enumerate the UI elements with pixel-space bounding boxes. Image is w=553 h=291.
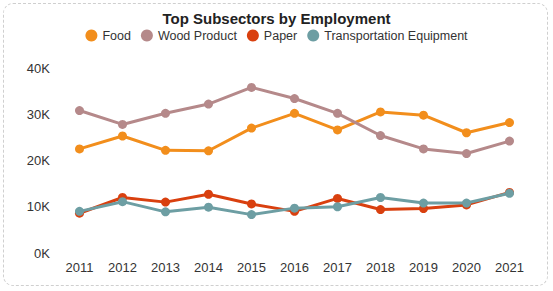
svg-text:0K: 0K — [34, 246, 50, 261]
svg-text:10K: 10K — [27, 199, 50, 214]
svg-text:2011: 2011 — [66, 260, 94, 275]
svg-text:40K: 40K — [27, 61, 50, 76]
svg-text:Top Subsectors by Employment: Top Subsectors by Employment — [162, 10, 390, 27]
svg-text:2021: 2021 — [495, 260, 524, 275]
svg-text:Wood Product: Wood Product — [158, 29, 238, 43]
svg-text:Paper: Paper — [264, 29, 297, 43]
svg-text:2014: 2014 — [194, 260, 223, 275]
svg-text:2020: 2020 — [452, 260, 481, 275]
svg-text:2016: 2016 — [280, 260, 309, 275]
svg-text:Food: Food — [102, 29, 131, 43]
svg-text:20K: 20K — [27, 153, 50, 168]
svg-text:2012: 2012 — [108, 260, 137, 275]
svg-text:2017: 2017 — [323, 260, 352, 275]
svg-text:30K: 30K — [27, 107, 50, 122]
svg-text:2013: 2013 — [151, 260, 180, 275]
svg-text:Transportation Equipment: Transportation Equipment — [324, 29, 468, 43]
svg-text:2015: 2015 — [237, 260, 266, 275]
svg-text:2018: 2018 — [366, 260, 395, 275]
svg-text:2019: 2019 — [409, 260, 438, 275]
